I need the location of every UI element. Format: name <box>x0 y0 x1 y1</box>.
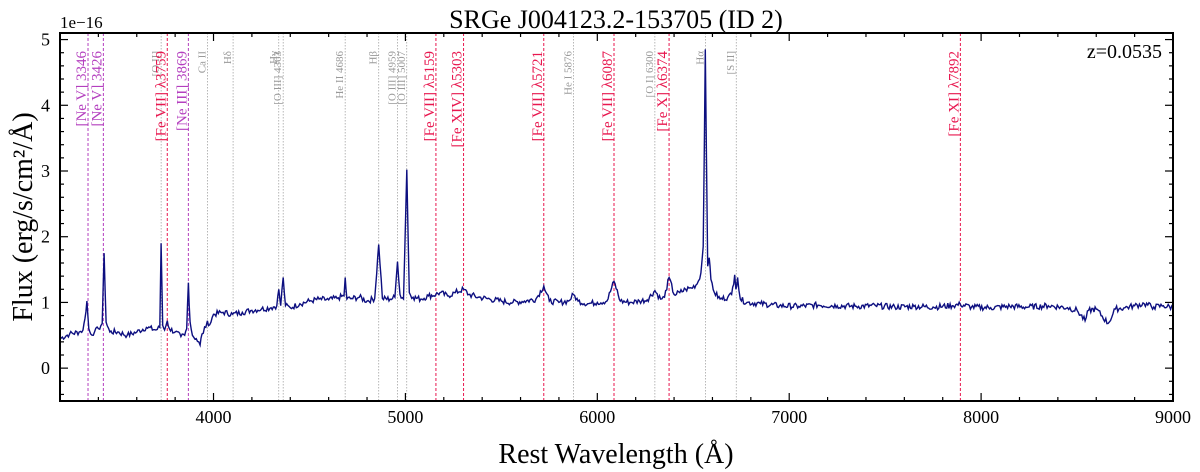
line-label-8: [O III] 4363 <box>272 51 284 105</box>
y-tick-label: 4 <box>41 95 50 115</box>
line-label-16: He I 5876 <box>563 51 575 95</box>
spectrum-line <box>59 49 1174 348</box>
plot-frame <box>59 32 1174 402</box>
line-label-9: He II 4686 <box>334 51 346 99</box>
line-label-2: [O II] <box>150 51 162 76</box>
y-tick-label: 5 <box>41 30 50 50</box>
y-tick-label: 0 <box>41 358 50 378</box>
y-tick-label: 2 <box>41 227 50 247</box>
x-tick-label: 9000 <box>1155 407 1191 427</box>
axes: 4000 5000 6000 7000 8000 9000 0 1 2 3 4 5 <box>41 30 1191 427</box>
y-tick-label: 1 <box>41 292 50 312</box>
line-label-18: [O I] 6300 <box>644 51 656 98</box>
spectrum-series <box>59 49 1174 348</box>
emission-line-markers: [Ne V] 3346 [Ne V] 3426 [O II][Fe VII] λ37… <box>74 33 962 401</box>
line-label-13: [Fe VII] λ5159 <box>422 51 438 141</box>
line-label-5: Ca II <box>196 51 208 74</box>
line-label-3: [Fe VII] λ3759 <box>153 51 169 141</box>
line-label-14: [Fe XIV] λ5303 <box>450 51 466 147</box>
line-label-17: [Fe VII] λ6087 <box>600 51 616 142</box>
x-axis-label: Rest Wavelength (Å) <box>498 439 733 470</box>
y-tick-label: 3 <box>41 161 50 181</box>
x-tick-label: 6000 <box>579 407 615 427</box>
line-label-0: [Ne V] 3346 <box>74 51 90 127</box>
line-label-6: Hδ <box>222 51 234 64</box>
x-tick-label: 4000 <box>196 407 232 427</box>
line-label-19: [Fe X] λ6374 <box>655 51 671 132</box>
x-tick-label: 7000 <box>771 407 807 427</box>
line-label-11: [O III] 4959 <box>387 51 399 105</box>
line-label-1: [Ne V] 3426 <box>89 51 105 127</box>
line-label-21: [S II] <box>725 51 737 75</box>
chart-title: SRGe J004123.2-153705 (ID 2) <box>449 5 783 34</box>
x-tick-label: 8000 <box>963 407 999 427</box>
line-label-7: Hγ <box>268 51 280 64</box>
redshift-annotation: z=0.0535 <box>1087 41 1162 63</box>
line-label-20: Hα <box>694 51 706 65</box>
x-tick-label: 5000 <box>387 407 423 427</box>
line-label-15: [Fe VII] λ5721 <box>530 51 546 141</box>
line-label-4: [Ne III] 3869 <box>174 51 190 131</box>
line-label-10: Hβ <box>368 51 380 65</box>
line-label-12: [O III] 5007 <box>396 51 408 105</box>
line-label-22: [Fe XI] λ7892 <box>946 51 962 137</box>
y-multiplier: 1e−16 <box>60 13 103 32</box>
y-axis-label: Flux (erg/s/cm²/Å) <box>8 112 39 321</box>
